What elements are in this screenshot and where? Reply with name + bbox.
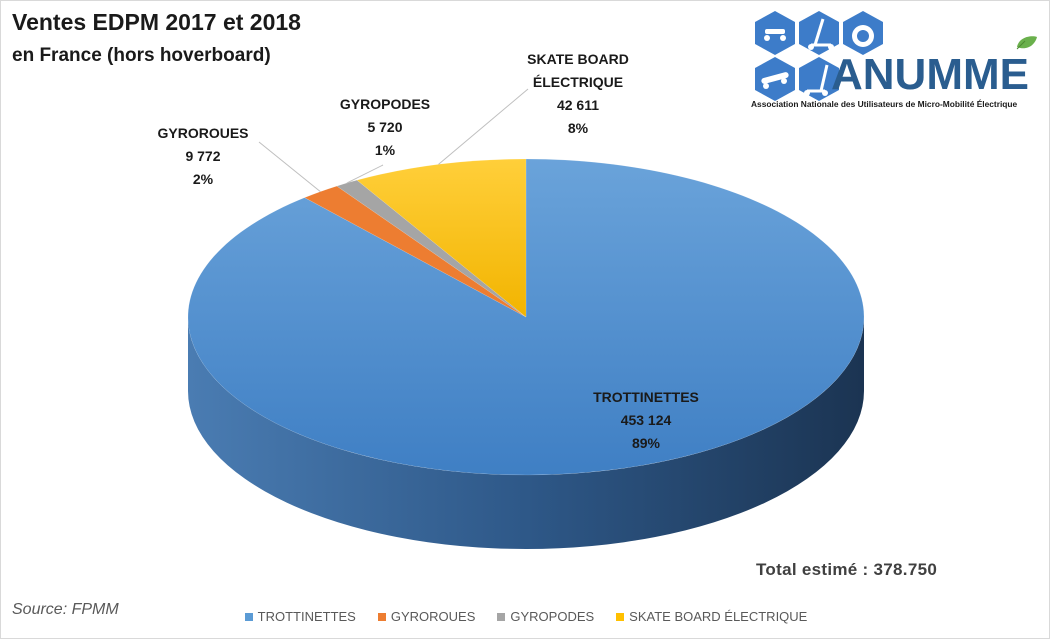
- pie-side-wall: [188, 317, 864, 549]
- scooter-icon: [799, 11, 839, 55]
- anumme-logo: ANUMME Association Nationale des Utilisa…: [749, 9, 1041, 113]
- leader-line: [346, 164, 384, 184]
- leaf-icon: [1016, 36, 1037, 50]
- scooter-icon: [799, 57, 839, 101]
- logo-tagline: Association Nationale des Utilisateurs d…: [751, 98, 1018, 109]
- leader-line: [258, 141, 321, 192]
- logo-name: ANUMME: [831, 50, 1029, 99]
- chart-subtitle: en France (hors hoverboard): [12, 45, 271, 66]
- legend-label: SKATE BOARD ÉLECTRIQUE: [629, 609, 808, 624]
- data-label: 5 720: [367, 119, 402, 135]
- legend-item: TROTTINETTES: [244, 609, 356, 624]
- data-label: 8%: [568, 120, 589, 136]
- legend-swatch: [497, 612, 506, 621]
- unicycle-icon: [843, 11, 883, 55]
- data-label: 1%: [375, 142, 396, 158]
- data-label: 89%: [632, 435, 661, 451]
- data-label: TROTTINETTES: [593, 389, 699, 405]
- data-label: 453 124: [621, 412, 672, 428]
- leader-line: [438, 88, 529, 165]
- hoverboard-icon: [755, 11, 795, 55]
- legend-label: GYROPODES: [510, 609, 595, 624]
- data-label: 42 611: [557, 97, 599, 113]
- legend-item: GYROPODES: [497, 609, 594, 624]
- data-label: 9 772: [185, 148, 220, 164]
- data-label: SKATE BOARD: [527, 51, 629, 67]
- chart-legend: TROTTINETTES GYROROUES GYROPODES SKATE B…: [1, 609, 1049, 624]
- legend-label: GYROROUES: [390, 609, 476, 624]
- legend-item: GYROROUES: [377, 609, 476, 624]
- legend-item: SKATE BOARD ÉLECTRIQUE: [616, 609, 807, 624]
- total-estimate: Total estimé : 378.750: [756, 560, 938, 579]
- data-label: GYROROUES: [157, 125, 248, 141]
- data-label: 2%: [193, 171, 214, 187]
- legend-label: TROTTINETTES: [257, 609, 356, 624]
- pie-slice: [187, 158, 865, 476]
- pie-slice: [304, 185, 527, 318]
- chart-title: Ventes EDPM 2017 et 2018: [12, 9, 301, 35]
- data-label: ÉLECTRIQUE: [533, 74, 623, 90]
- legend-swatch: [244, 612, 253, 621]
- source-note: Source: FPMM: [12, 601, 119, 618]
- legend-swatch: [377, 612, 386, 621]
- skateboard-icon: [755, 57, 795, 101]
- legend-swatch: [616, 612, 625, 621]
- data-label: GYROPODES: [340, 96, 430, 112]
